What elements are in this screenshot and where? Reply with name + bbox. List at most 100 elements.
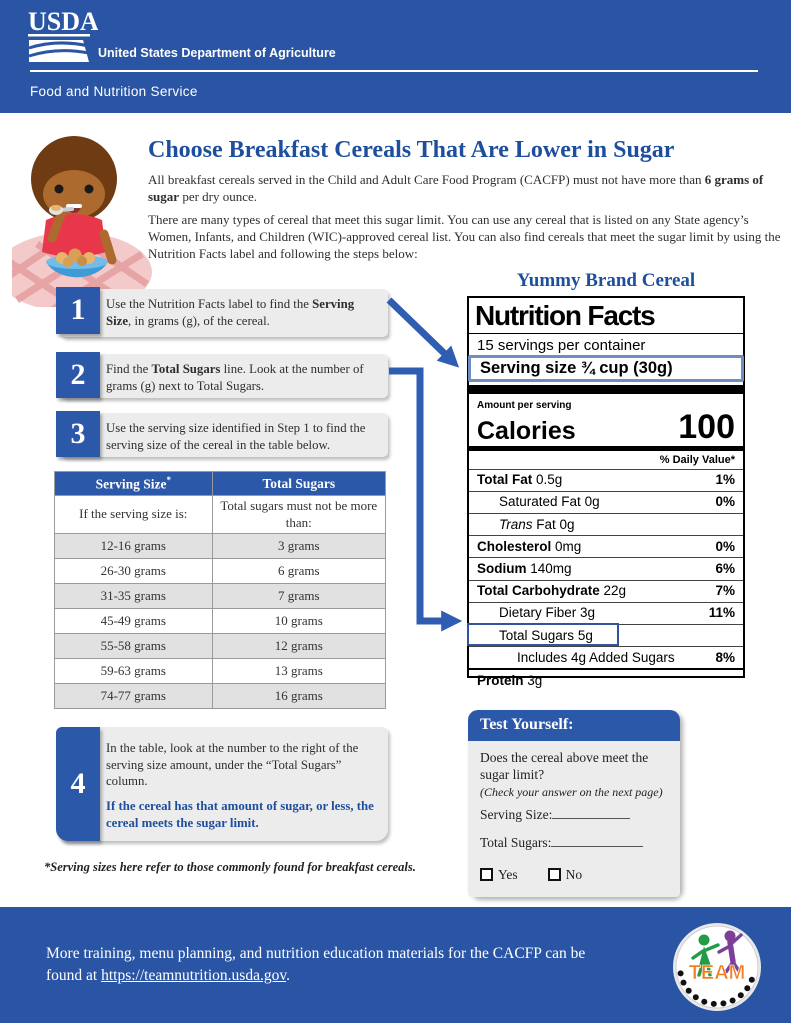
intro-paragraph-1: All breakfast cereals served in the Chil… [148, 172, 782, 206]
serving-size-blank-label: Serving Size: [480, 806, 553, 822]
nutrient-amount: 0mg [555, 538, 582, 554]
nutrient-name-text: Total Fat [477, 472, 533, 488]
arrow-step2-to-total-sugars [389, 367, 463, 632]
p1-bold-text: 6 grams of sugar [148, 172, 764, 204]
sugars-intro-cell: Total sugars must not be more than: [211, 495, 387, 534]
nutrient-name: Protein 3g [477, 673, 542, 689]
serving-size-label: Serving size [480, 359, 577, 378]
nutrient-row-dietary-fiber: Dietary Fiber 3g 11% [469, 601, 743, 624]
no-label: No [565, 866, 583, 882]
serving-size-blank-input[interactable] [552, 807, 631, 819]
nutrient-name-text: Fat [532, 516, 556, 532]
nutrient-name-text: Protein [477, 672, 524, 688]
serving-cell: 31-35 grams [54, 583, 213, 609]
step-1-text-after: , in grams (g), of the cereal. [128, 313, 270, 328]
nutrient-row-sodium: Sodium 140mg 6% [469, 557, 743, 579]
nutrient-dv: 0% [715, 494, 735, 510]
step-1-box: Use the Nutrition Facts label to find th… [60, 289, 388, 337]
svg-text:USDA: USDA [28, 8, 98, 36]
serving-size-value: ¾ cup (30g) [580, 359, 673, 378]
nutrient-amount: 3g [580, 605, 596, 621]
nutrient-name-text: Total Carbohydrate [477, 583, 600, 599]
step-1-text-before: Use the Nutrition Facts label to find th… [106, 297, 313, 311]
nutrient-name: Cholesterol 0mg [477, 539, 581, 555]
nutrient-dv: 1% [715, 472, 735, 488]
step-1-text: Use the Nutrition Facts label to find th… [60, 289, 388, 329]
dept-title: United States Department of Agriculture [98, 46, 336, 60]
table-row: 55-58 grams 12 grams [54, 633, 387, 659]
serving-cell: 55-58 grams [54, 633, 213, 659]
table-row: 74-77 grams 16 grams [54, 683, 387, 709]
nutrient-row-added-sugars: Includes 4g Added Sugars 8% [469, 646, 743, 668]
table-row: 59-63 grams 13 grams [54, 658, 387, 684]
cereal-bowl [46, 248, 108, 278]
step-2-text-after: line. Look at the number of grams (g) ne… [106, 362, 364, 393]
nutrient-dv: 8% [715, 649, 735, 665]
team-nutrition-logo: TEAM [673, 923, 761, 1011]
footer-text-before: More training, menu planning, and nutrit… [46, 945, 586, 985]
nutrient-row-total-sugars-highlighted: Total Sugars 5g [467, 623, 743, 646]
test-yourself-body: Does the cereal above meet the sugar lim… [468, 741, 680, 898]
total-sugars-blank-input[interactable] [551, 835, 644, 847]
col-serving-size-header: Serving Size* [54, 471, 213, 496]
serving-cell: 74-77 grams [54, 683, 213, 709]
yes-checkbox[interactable] [480, 868, 493, 882]
yes-label: Yes [498, 866, 518, 882]
nutrient-name: Total Sugars 5g [477, 628, 593, 644]
team-nutrition-link[interactable]: https://teamnutrition.usda.gov [101, 967, 287, 985]
sugars-cell: 13 grams [211, 658, 387, 684]
thick-rule [469, 445, 743, 451]
yes-option: Yes [480, 867, 518, 884]
sugars-cell: 7 grams [211, 583, 387, 609]
table-row: 26-30 grams 6 grams [54, 558, 387, 584]
serving-size-footnote: *Serving sizes here refer to those commo… [44, 860, 416, 874]
nutrient-name-text: Cholesterol [477, 538, 552, 554]
total-sugars-blank-label: Total Sugars: [480, 834, 552, 850]
step-3-text: Use the serving size identified in Step … [106, 421, 366, 452]
sugars-cell: 12 grams [211, 633, 387, 659]
nutrient-name-text: Saturated Fat [499, 494, 581, 510]
serving-size-header-text: Serving Size [95, 476, 167, 492]
col-total-sugars-header: Total Sugars [211, 471, 387, 496]
step-2-text: Find the Total Sugars line. Look at the … [60, 354, 388, 394]
footer-text-after: . [286, 967, 290, 985]
nutrition-facts-label: Nutrition Facts 15 servings per containe… [467, 296, 745, 688]
step-4-text: In the table, look at the number to the … [60, 727, 388, 831]
table-row: 45-49 grams 10 grams [54, 608, 387, 634]
step-3-number: 3 [56, 411, 100, 457]
child-eating-cereal-illustration [12, 136, 152, 307]
serving-cell: 26-30 grams [54, 558, 213, 584]
footer-banner: More training, menu planning, and nutrit… [0, 907, 791, 1023]
logo-team-text: TEAM [689, 962, 746, 984]
no-checkbox[interactable] [547, 868, 561, 882]
step-4-highlight: If the cereal has that amount of sugar, … [106, 798, 374, 830]
nutrition-facts-title: Nutrition Facts [469, 301, 743, 335]
p1-text-after: per dry ounce. [179, 188, 258, 204]
nutrient-dv: 6% [715, 560, 735, 576]
nutrient-amount: 140mg [530, 560, 572, 576]
nutrient-amount: 5g [577, 627, 593, 643]
sugars-cell: 16 grams [211, 683, 387, 709]
table-row: 12-16 grams 3 grams [54, 533, 387, 559]
banner-divider [30, 70, 758, 72]
step-2-box: Find the Total Sugars line. Look at the … [60, 354, 388, 398]
child [31, 136, 117, 265]
cereal-brand-title: Yummy Brand Cereal [516, 270, 696, 291]
footer-text: More training, menu planning, and nutrit… [46, 943, 621, 988]
logo-purple-figure [717, 930, 743, 974]
sugars-cell: 6 grams [211, 558, 387, 584]
step-4-instruction: In the table, look at the number to the … [106, 741, 359, 789]
step-1-number: 1 [56, 287, 100, 334]
test-note: (Check your answer on the next page) [480, 784, 663, 799]
table-intro-row: If the serving size is: Total sugars mus… [54, 495, 387, 534]
page-title: Choose Breakfast Cereals That Are Lower … [148, 137, 675, 163]
test-yourself-card: Test Yourself: Does the cereal above mee… [468, 710, 680, 898]
serving-cell: 12-16 grams [54, 533, 213, 559]
step-1-bold: Serving Size [106, 297, 355, 328]
serving-cell: 45-49 grams [54, 608, 213, 634]
calories-value: 100 [678, 408, 735, 447]
nutrient-amount: 22g [603, 583, 627, 599]
step-4-box: In the table, look at the number to the … [60, 727, 388, 841]
serving-size-table: Serving Size* Total Sugars If the servin… [54, 471, 387, 709]
sugars-cell: 10 grams [211, 608, 387, 634]
